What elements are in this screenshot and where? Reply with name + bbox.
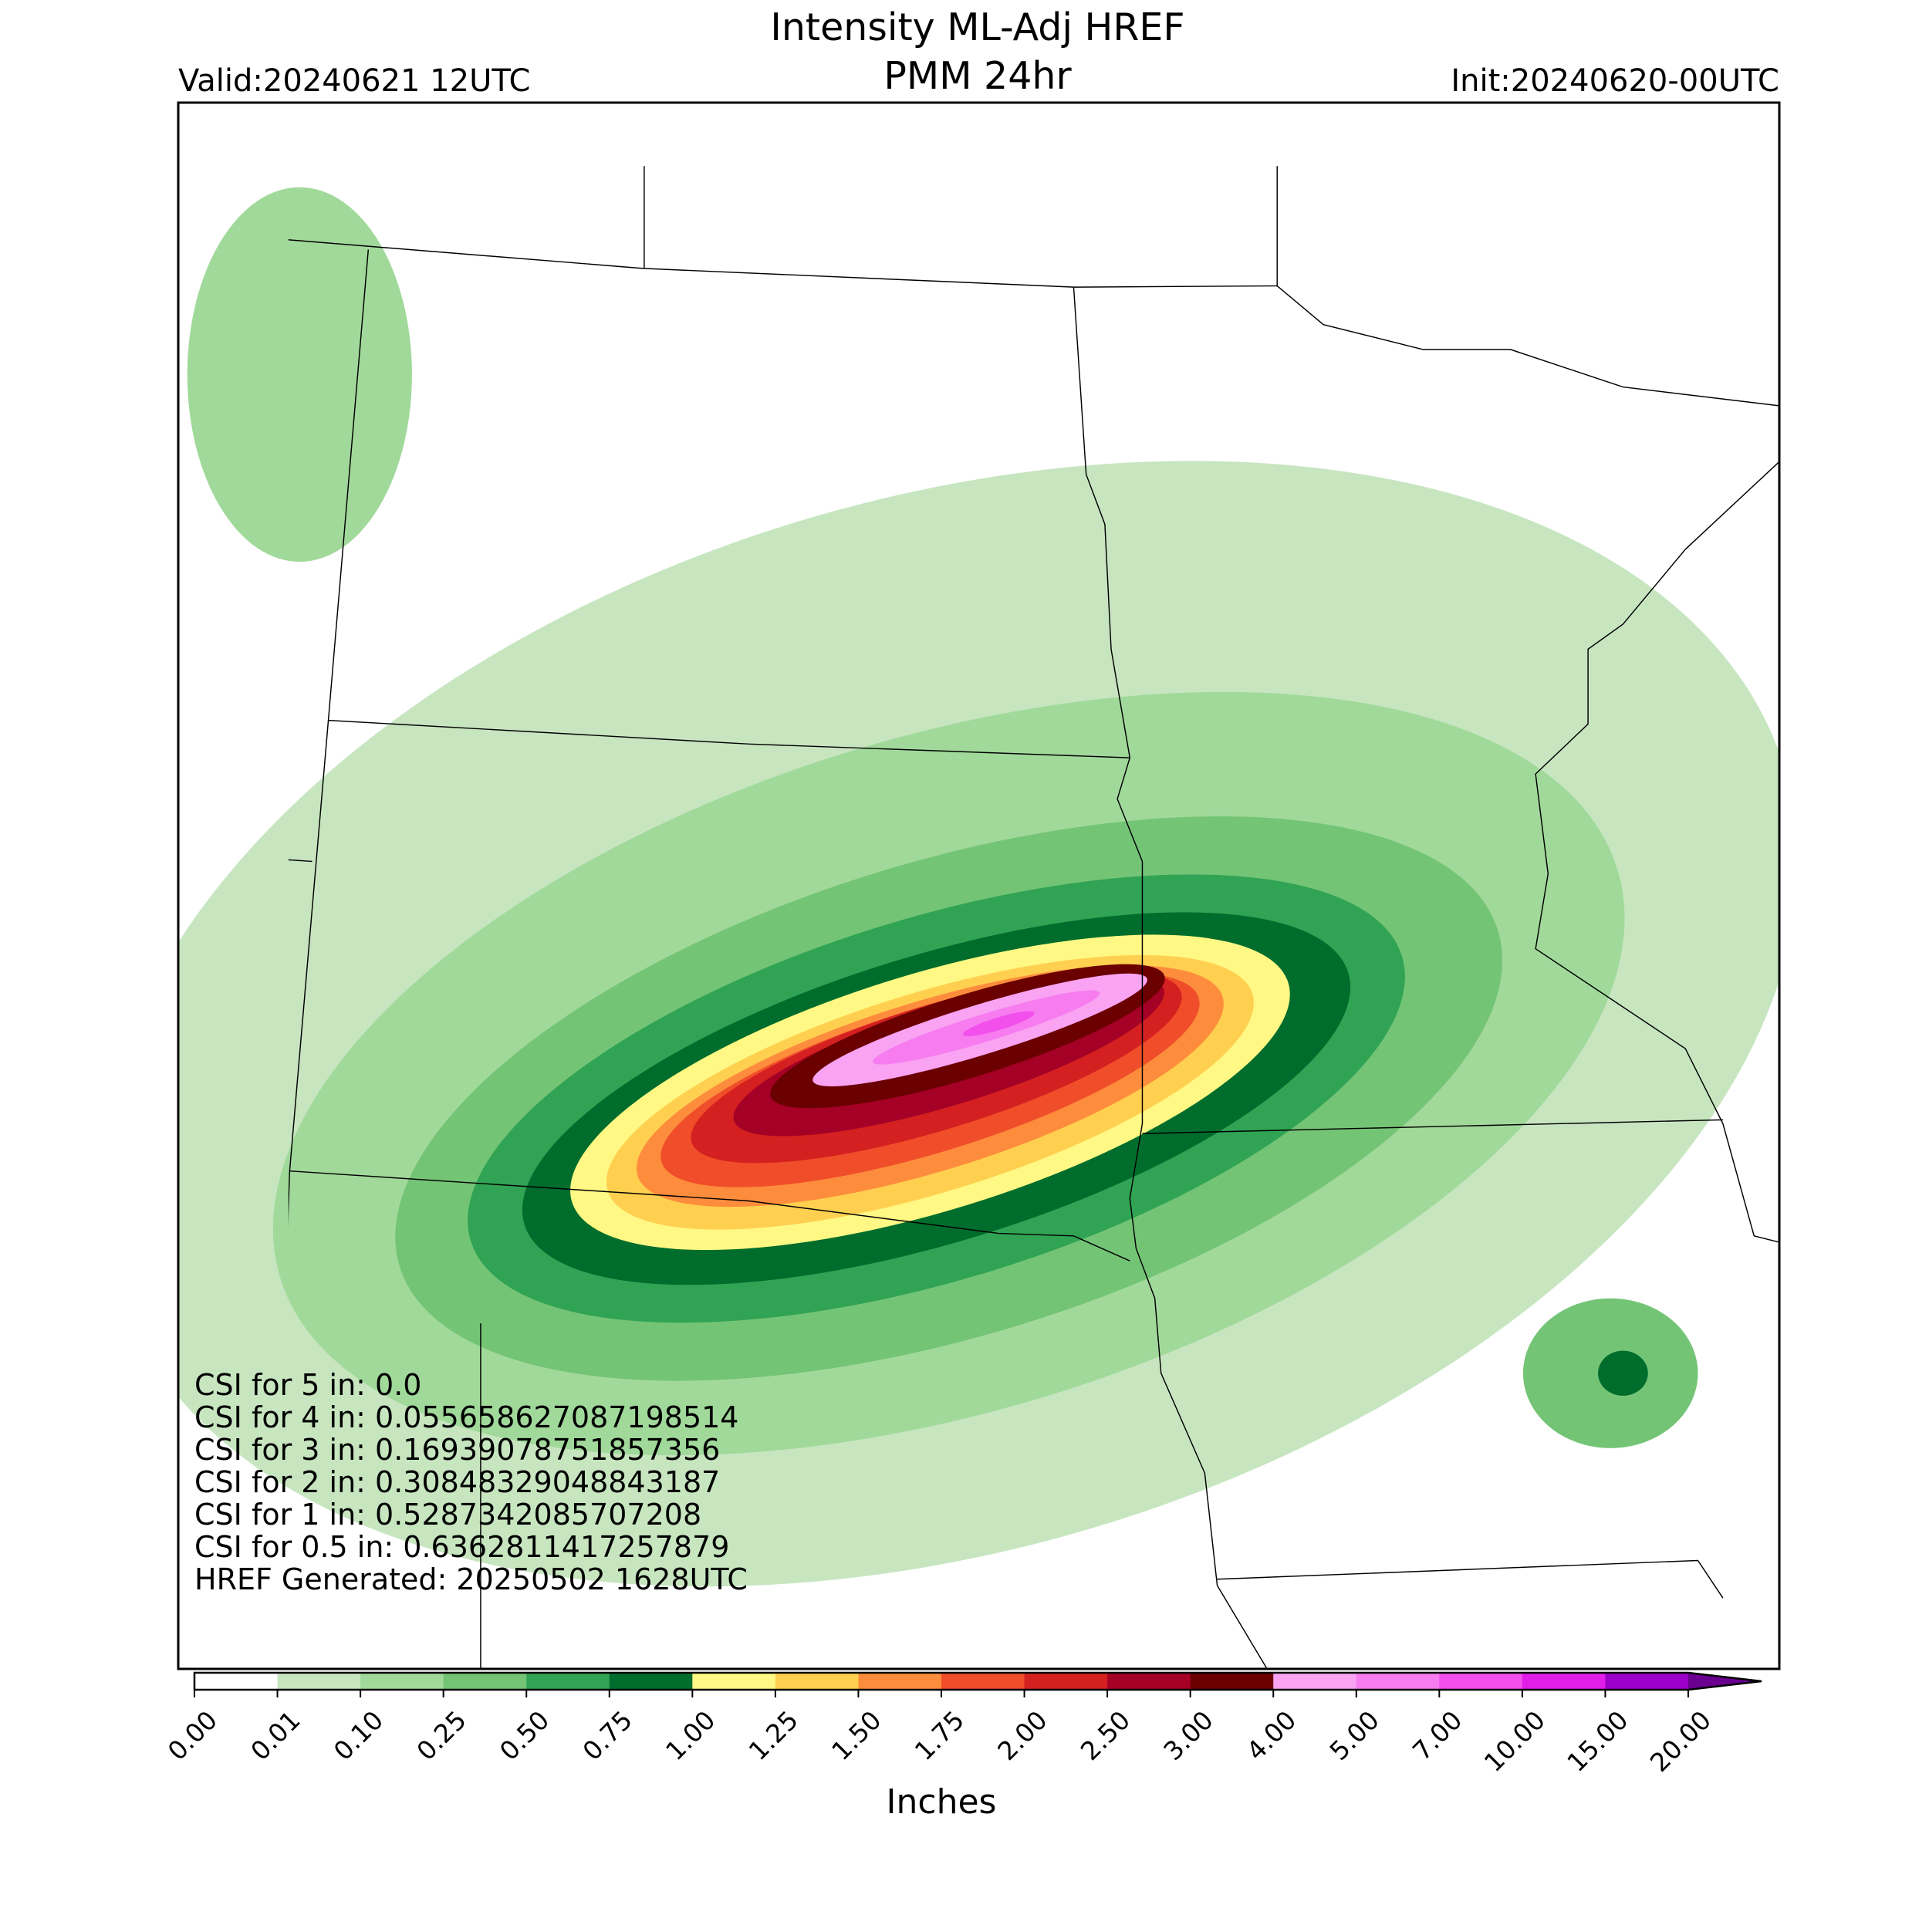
csi-note: CSI for 3 in: 0.16939078751857356 bbox=[194, 1433, 720, 1467]
colorbar: 0.00 0.01 0.10 0.25 0.50 0.75 1.00 1.25 1.50 1.75… bbox=[162, 1671, 1762, 1778]
border-line bbox=[328, 719, 1130, 758]
boundaries bbox=[288, 166, 1780, 1670]
border-line bbox=[1276, 285, 1779, 407]
precip-field bbox=[178, 187, 1779, 1587]
colorbar-tick-label: 15.00 bbox=[1561, 1705, 1633, 1778]
colorbar-swatch bbox=[1107, 1673, 1191, 1690]
colorbar-tick-label: 20.00 bbox=[1644, 1705, 1717, 1778]
precip-patch bbox=[187, 187, 412, 562]
colorbar-swatch bbox=[692, 1673, 776, 1690]
colorbar-tick-label: 7.00 bbox=[1407, 1705, 1468, 1767]
colorbar-tick-label: 2.50 bbox=[1075, 1705, 1137, 1767]
colorbar-swatch bbox=[1273, 1673, 1357, 1690]
colorbar-swatch bbox=[277, 1673, 361, 1690]
border-line bbox=[288, 239, 1278, 288]
colorbar-tick-label: 4.00 bbox=[1241, 1705, 1302, 1767]
csi-note: CSI for 5 in: 0.0 bbox=[194, 1368, 421, 1402]
colorbar-tick-label: 0.50 bbox=[494, 1705, 556, 1767]
subtitle: PMM 24hr bbox=[883, 54, 1072, 98]
colorbar-swatch bbox=[526, 1673, 610, 1690]
csi-note: CSI for 1 in: 0.5287342085707208 bbox=[194, 1498, 701, 1532]
colorbar-swatch bbox=[443, 1673, 527, 1690]
colorbar-tick-label: 10.00 bbox=[1478, 1705, 1551, 1778]
colorbar-swatch bbox=[1024, 1673, 1108, 1690]
border-line bbox=[1535, 461, 1780, 1243]
colorbar-swatch bbox=[1439, 1673, 1523, 1690]
border-line bbox=[288, 249, 370, 1223]
csi-note: CSI for 0.5 in: 0.6362811417257879 bbox=[194, 1530, 729, 1564]
colorbar-swatch bbox=[609, 1673, 693, 1690]
colorbar-swatch bbox=[1190, 1673, 1274, 1690]
colorbar-tick-label: 0.10 bbox=[328, 1705, 390, 1767]
precip-contour bbox=[962, 1011, 1035, 1036]
colorbar-tick-label: 3.00 bbox=[1157, 1705, 1219, 1767]
border-line bbox=[288, 859, 312, 863]
colorbar-tick-label: 2.00 bbox=[992, 1705, 1053, 1767]
colorbar-swatch bbox=[941, 1673, 1025, 1690]
title: Intensity ML-Adj HREF bbox=[770, 5, 1184, 49]
precip-patch bbox=[1598, 1350, 1648, 1396]
colorbar-tick-label: 1.25 bbox=[743, 1705, 805, 1767]
border-line bbox=[289, 1170, 1130, 1262]
csi-note: CSI for 4 in: 0.05565862708719851​4 bbox=[194, 1400, 739, 1434]
colorbar-swatch bbox=[1356, 1673, 1440, 1690]
colorbar-tick-label: 0.25 bbox=[410, 1705, 472, 1767]
border-line bbox=[1217, 1559, 1724, 1599]
colorbar-tick-label: 1.50 bbox=[826, 1705, 887, 1767]
colorbar-swatch bbox=[1522, 1673, 1606, 1690]
colorbar-tick-label: 1.00 bbox=[660, 1705, 721, 1767]
border-line bbox=[1073, 287, 1268, 1670]
colorbar-label: Inches bbox=[887, 1782, 997, 1822]
colorbar-tick-label: 1.75 bbox=[909, 1705, 971, 1767]
border-line bbox=[1142, 1119, 1723, 1134]
colorbar-tick-label: 0.01 bbox=[245, 1705, 306, 1767]
csi-note: HREF Generated: 20250502 1628UTC bbox=[194, 1562, 748, 1596]
colorbar-tick-label: 0.00 bbox=[162, 1705, 224, 1767]
colorbar-swatch bbox=[858, 1673, 942, 1690]
colorbar-swatch bbox=[194, 1673, 279, 1690]
colorbar-extend bbox=[1688, 1673, 1762, 1690]
csi-note: CSI for 2 in: 0.30848329048843187 bbox=[194, 1465, 720, 1499]
colorbar-swatch bbox=[775, 1673, 859, 1690]
colorbar-tick-label: 0.75 bbox=[576, 1705, 638, 1767]
init-time: Init:20240620-00UTC bbox=[1451, 63, 1779, 99]
colorbar-tick-label: 5.00 bbox=[1323, 1705, 1385, 1767]
map-frame bbox=[177, 101, 1781, 1670]
colorbar-outline bbox=[193, 1671, 1762, 1691]
colorbar-swatch bbox=[360, 1673, 444, 1690]
valid-time: Valid:20240621 12UTC bbox=[178, 63, 530, 99]
colorbar-swatch bbox=[1605, 1673, 1689, 1690]
